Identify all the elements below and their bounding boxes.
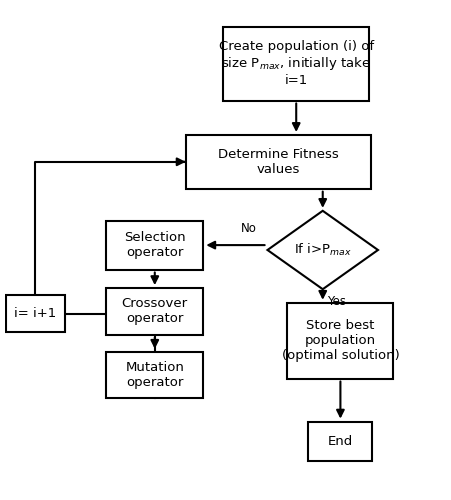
- FancyBboxPatch shape: [308, 422, 373, 461]
- Text: If i>P$_{max}$: If i>P$_{max}$: [294, 242, 352, 258]
- Text: Selection
operator: Selection operator: [124, 231, 186, 259]
- Text: End: End: [328, 434, 353, 448]
- Text: Yes: Yes: [327, 295, 346, 308]
- Text: No: No: [241, 222, 257, 235]
- FancyBboxPatch shape: [106, 288, 203, 335]
- FancyBboxPatch shape: [287, 302, 393, 378]
- Text: Determine Fitness
values: Determine Fitness values: [218, 148, 339, 176]
- FancyBboxPatch shape: [186, 135, 371, 188]
- Text: Mutation
operator: Mutation operator: [125, 361, 184, 389]
- FancyBboxPatch shape: [106, 220, 203, 270]
- FancyBboxPatch shape: [106, 352, 203, 398]
- Text: i= i+1: i= i+1: [14, 307, 56, 320]
- FancyBboxPatch shape: [223, 27, 369, 101]
- Text: Store best
population
(optimal solution): Store best population (optimal solution): [281, 319, 399, 362]
- FancyBboxPatch shape: [5, 296, 65, 332]
- Text: Crossover
operator: Crossover operator: [122, 297, 188, 325]
- Text: Create population (i) of
size P$_{max}$, initially take
i=1: Create population (i) of size P$_{max}$,…: [219, 40, 374, 88]
- Polygon shape: [267, 211, 378, 289]
